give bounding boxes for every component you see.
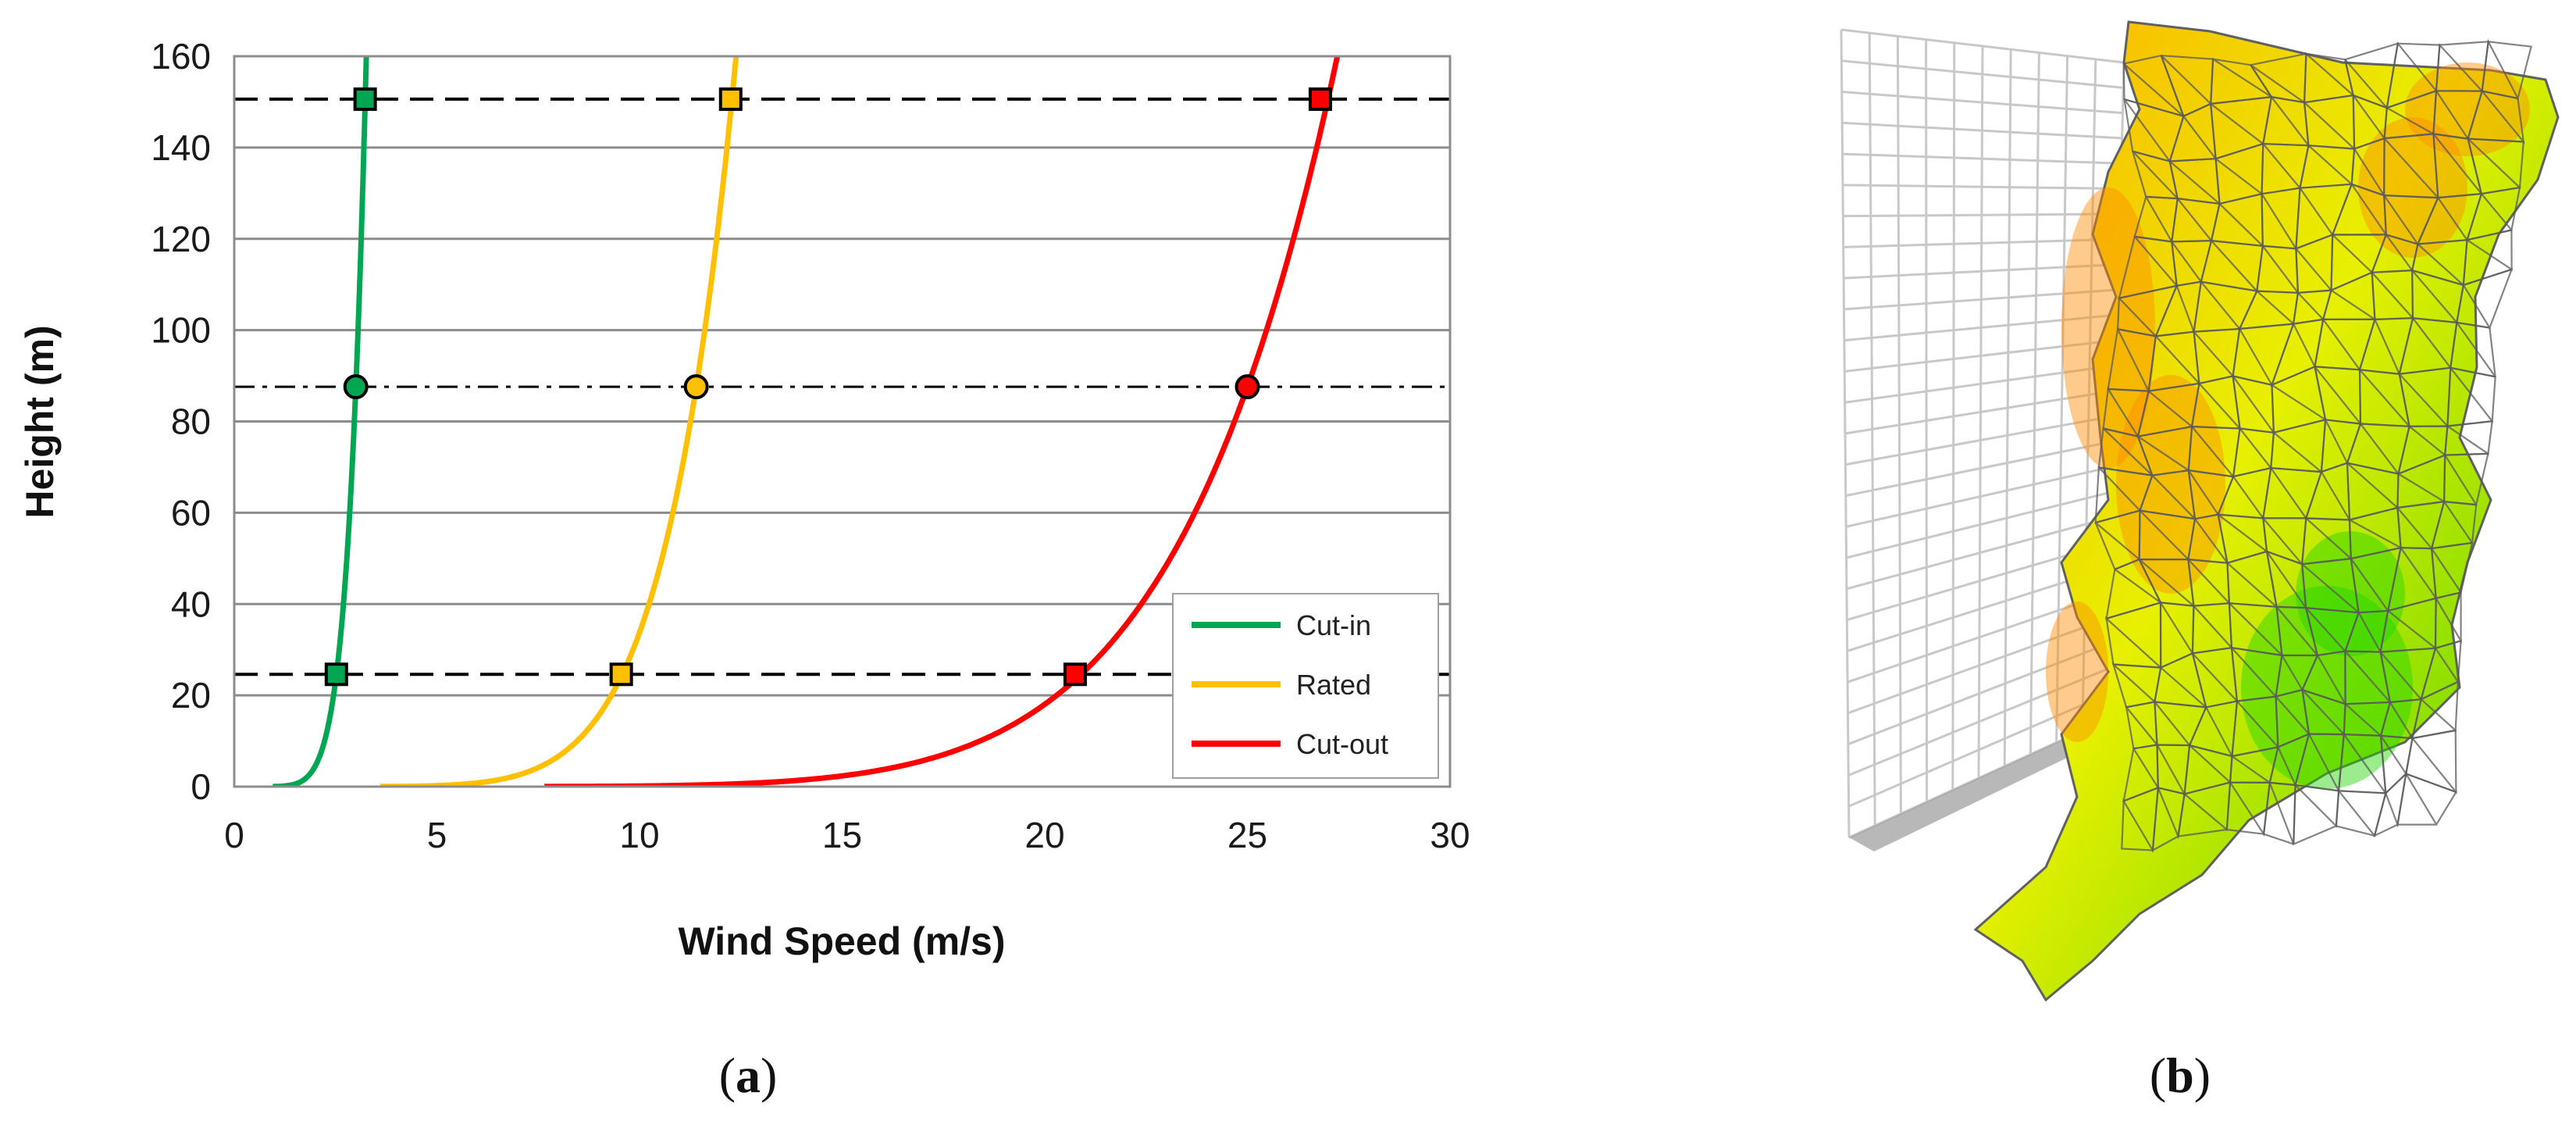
mesh-triangle <box>2335 788 2387 838</box>
panel-label-b: (b) <box>2150 1048 2211 1103</box>
mesh-grid-hline <box>1842 152 2122 165</box>
mesh-surface <box>1973 20 2560 1002</box>
wind-field-mesh-panel <box>1840 20 2560 1002</box>
plot-frame <box>233 55 1452 788</box>
mesh-background-grid <box>1840 28 2125 839</box>
mesh-grid-hline <box>1847 591 2112 684</box>
y-axis-title: Height (m) <box>18 325 62 518</box>
y-tick-label: 120 <box>151 219 211 259</box>
x-tick-label: 15 <box>822 815 862 855</box>
mesh-warm-patch <box>2046 601 2108 742</box>
mesh-triangle <box>2396 771 2458 826</box>
mesh-triangle <box>2225 780 2271 837</box>
mesh-grid-hline <box>1843 237 2120 248</box>
y-tick-label: 100 <box>151 310 211 351</box>
x-axis-title: Wind Speed (m/s) <box>678 919 1005 963</box>
legend-label-cut-in: Cut-in <box>1296 609 1371 641</box>
panel-label-a: (a) <box>719 1048 778 1103</box>
x-tick-label: 20 <box>1024 815 1064 855</box>
x-tick-label: 5 <box>427 815 447 855</box>
mesh-grid-hline <box>1846 490 2115 559</box>
marker-layer <box>324 87 1332 687</box>
marker-hub-cut-in <box>343 374 369 400</box>
wind-profile-chart: 0 20 40 60 80 100 120 140 160 0 5 10 15 20 25 30 Wind S… <box>18 36 1470 963</box>
tick-labels: 0 20 40 60 80 100 120 140 160 0 5 10 15 20 25 30 <box>151 36 1470 855</box>
y-tick-label: 20 <box>171 675 211 716</box>
mesh-grid-hline <box>1844 364 2117 404</box>
legend: Cut-in Rated Cut-out <box>1172 593 1439 779</box>
series-line-cut-out <box>544 56 1341 787</box>
mesh-warm-patch <box>2116 375 2225 594</box>
mesh-triangle <box>2262 781 2296 845</box>
wind-field-mesh-icon <box>1973 20 2560 1002</box>
legend-label-rated: Rated <box>1296 669 1371 701</box>
y-tick-label: 160 <box>151 36 211 77</box>
marker-square-rated <box>718 87 743 111</box>
series-line-cut-in <box>273 56 369 787</box>
x-tick-label: 0 <box>224 815 244 855</box>
mesh-grid-hline <box>1844 288 2119 311</box>
series-line-rated <box>379 56 739 787</box>
marker-square-cut-out <box>1063 662 1087 687</box>
profile-curves <box>273 56 1341 787</box>
x-tick-label: 30 <box>1430 815 1470 855</box>
y-tick-label: 80 <box>171 402 211 442</box>
mesh-grid-hline <box>1841 91 2123 115</box>
reference-lines <box>234 97 1450 676</box>
mesh-triangle <box>2373 771 2407 837</box>
mesh-grid-hline <box>1845 465 2115 528</box>
mesh-grid-hline <box>1843 212 2121 218</box>
marker-square-cut-in <box>353 87 377 111</box>
x-tick-label: 10 <box>619 815 659 855</box>
mesh-triangle <box>2177 781 2232 837</box>
mesh-grid-hline <box>1840 28 2125 64</box>
mesh-triangle <box>2293 783 2340 846</box>
mesh-grid-hline <box>1842 184 2122 191</box>
mesh-grid-hline <box>1844 338 2118 373</box>
mesh-grid-hline <box>1845 440 2115 498</box>
x-tick-label: 25 <box>1227 815 1267 855</box>
mesh-grid-hline <box>1847 616 2111 715</box>
mesh-triangle <box>2151 787 2186 852</box>
marker-square-rated <box>609 662 633 687</box>
mesh-grid-hline <box>1844 389 2117 435</box>
gridlines <box>234 146 1450 697</box>
legend-label-cut-out: Cut-out <box>1296 728 1388 760</box>
marker-hub-cut-out <box>1235 374 1260 400</box>
mesh-grid-hline <box>1845 414 2116 466</box>
mesh-grid-hline <box>1847 641 2111 746</box>
y-tick-label: 40 <box>171 584 211 624</box>
marker-hub-rated <box>683 374 709 400</box>
mesh-triangle <box>2121 786 2160 854</box>
mesh-grid-hline <box>1842 121 2122 140</box>
y-tick-label: 60 <box>171 492 211 533</box>
mesh-grid-hline <box>1844 262 2119 280</box>
mesh-warm-patch <box>2061 187 2155 469</box>
mesh-grid-hline <box>1848 692 2110 808</box>
mesh-cool-patch <box>2241 586 2413 789</box>
mesh-grid-hline <box>1847 666 2111 776</box>
mesh-grid-hline <box>1841 59 2124 89</box>
y-tick-label: 0 <box>191 766 211 807</box>
marker-square-cut-in <box>324 662 348 687</box>
mesh-grid-hline <box>1846 516 2114 591</box>
marker-square-cut-out <box>1308 87 1332 111</box>
mesh-grid-hline <box>1844 313 2118 342</box>
y-tick-label: 140 <box>151 127 211 168</box>
